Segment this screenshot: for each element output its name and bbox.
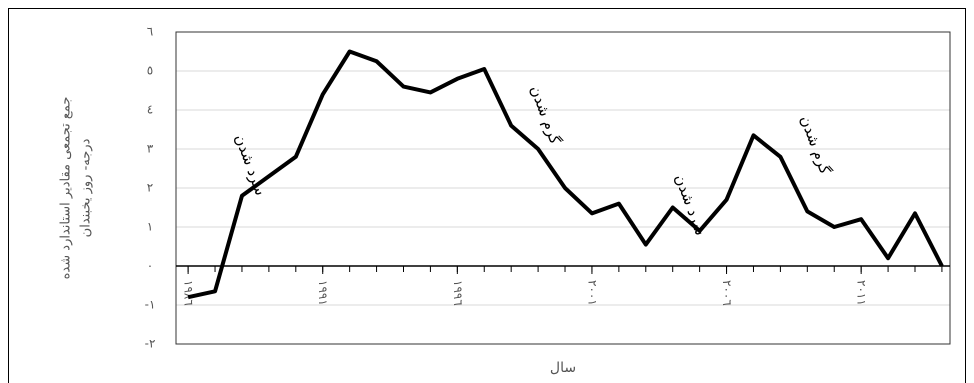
annotation: گرم شدن	[527, 83, 565, 147]
y-tick-label: -١	[145, 298, 156, 312]
x-tick-label: ٢٠٠١	[585, 280, 599, 306]
x-tick-label: ٢٠١١	[855, 280, 869, 306]
y-tick-label: -٢	[145, 337, 156, 351]
y-tick-label: ٤	[147, 103, 153, 117]
y-tick-label: ٣	[147, 142, 154, 156]
y-tick-label: ٢	[147, 181, 153, 195]
y-tick-label: ٦	[147, 25, 153, 39]
frame	[8, 8, 966, 383]
y-label: جمع تجمعی مقادیر استاندارد شده درجه- روز…	[59, 97, 94, 280]
x-tick-label: ٢٠٠٦	[720, 280, 734, 306]
x-tick-label: ١٩٩٦	[451, 280, 465, 306]
data-line	[187, 49, 944, 300]
annotation: گرم شدن	[797, 113, 835, 177]
x-tick-label: ١٩٩١	[316, 280, 330, 306]
y-tick-label: ١	[147, 220, 153, 234]
x-tick-label: ١٩٨٦	[182, 280, 196, 306]
y-label-line: درجه- روز یخبندان	[79, 138, 94, 237]
y-label-line: جمع تجمعی مقادیر استاندارد شده	[59, 97, 74, 280]
plot-border	[175, 31, 951, 345]
y-tick-label: ٠	[147, 259, 153, 273]
y-tick-label: ٥	[147, 64, 153, 78]
annotation: سرد شدن	[671, 172, 710, 238]
x-label: سال	[550, 360, 576, 376]
